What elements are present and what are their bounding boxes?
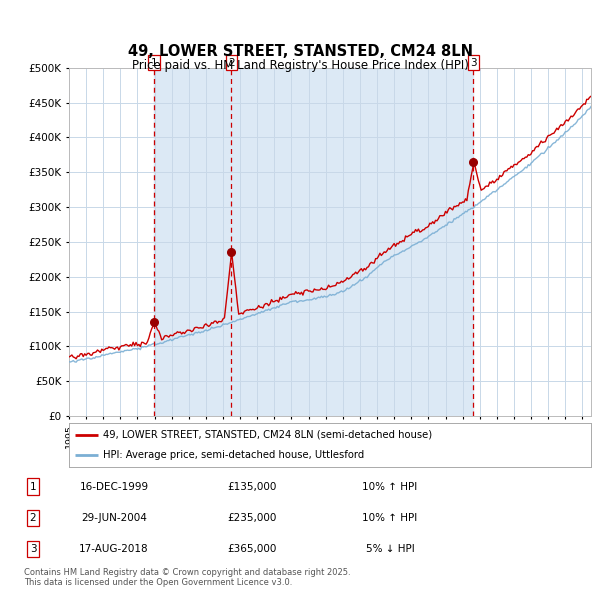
Text: 2: 2 (29, 513, 37, 523)
Text: HPI: Average price, semi-detached house, Uttlesford: HPI: Average price, semi-detached house,… (103, 450, 364, 460)
Text: 10% ↑ HPI: 10% ↑ HPI (362, 481, 418, 491)
Text: 2: 2 (228, 58, 235, 68)
Bar (232, 68, 473, 416)
Text: 3: 3 (470, 58, 477, 68)
Text: 29-JUN-2004: 29-JUN-2004 (81, 513, 147, 523)
Text: 10% ↑ HPI: 10% ↑ HPI (362, 513, 418, 523)
Text: 16-DEC-1999: 16-DEC-1999 (79, 481, 149, 491)
Text: Price paid vs. HM Land Registry's House Price Index (HPI): Price paid vs. HM Land Registry's House … (131, 59, 469, 72)
Text: 49, LOWER STREET, STANSTED, CM24 8LN: 49, LOWER STREET, STANSTED, CM24 8LN (128, 44, 473, 59)
Text: 3: 3 (29, 544, 37, 554)
Bar (154, 68, 232, 416)
Text: £365,000: £365,000 (227, 544, 277, 554)
Text: £235,000: £235,000 (227, 513, 277, 523)
Text: 49, LOWER STREET, STANSTED, CM24 8LN (semi-detached house): 49, LOWER STREET, STANSTED, CM24 8LN (se… (103, 430, 432, 440)
Text: 17-AUG-2018: 17-AUG-2018 (79, 544, 149, 554)
Text: 1: 1 (29, 481, 37, 491)
Text: 1: 1 (151, 58, 157, 68)
Text: 5% ↓ HPI: 5% ↓ HPI (365, 544, 415, 554)
Text: £135,000: £135,000 (227, 481, 277, 491)
Text: Contains HM Land Registry data © Crown copyright and database right 2025.
This d: Contains HM Land Registry data © Crown c… (24, 568, 350, 587)
